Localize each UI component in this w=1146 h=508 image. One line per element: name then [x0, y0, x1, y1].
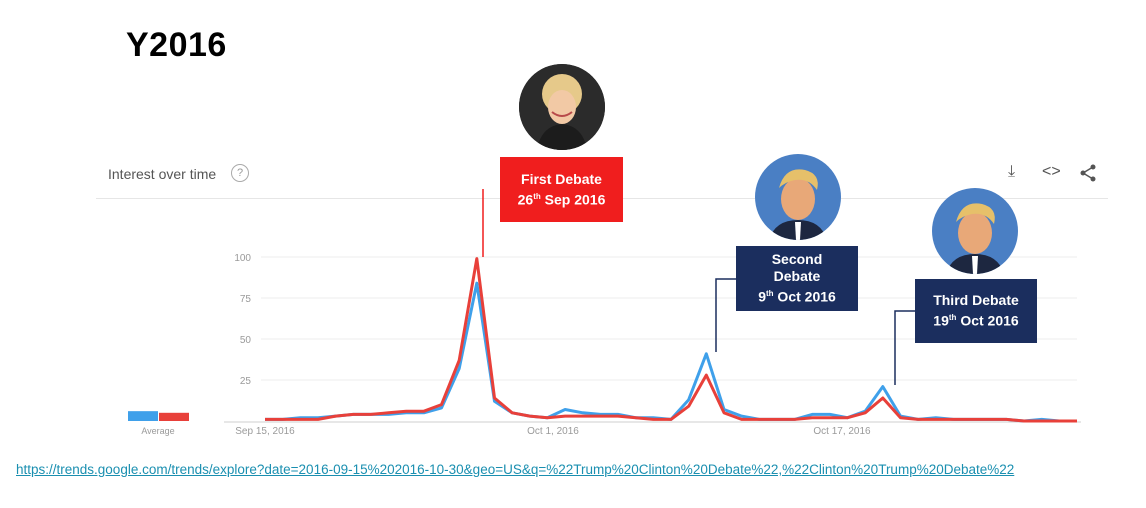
x-tick-label: Oct 1, 2016: [527, 426, 579, 437]
second-debate-day: 9: [758, 288, 766, 305]
y-tick-label: 75: [240, 294, 252, 305]
x-tick-label: Oct 17, 2016: [813, 426, 871, 437]
third-debate-day: 19: [933, 312, 949, 329]
first-debate-day: 26: [517, 191, 534, 208]
page-title: Y2016: [126, 26, 227, 64]
third-debate-suffix: th: [948, 313, 957, 323]
first-debate-month: Sep 2016: [540, 191, 606, 208]
trump-avatar-second: [755, 154, 841, 240]
panel-title: Interest over time: [108, 166, 217, 182]
help-icon[interactable]: ?: [231, 164, 249, 182]
share-icon[interactable]: [1079, 164, 1097, 182]
series-line-2: [265, 257, 1077, 423]
third-debate-callout: Third Debate 19th Oct 2016: [915, 279, 1037, 343]
source-link[interactable]: https://trends.google.com/trends/explore…: [16, 462, 1015, 477]
annotation-leader-2: [715, 278, 736, 352]
x-tick-label: Sep 15, 2016: [235, 426, 295, 437]
second-debate-month: Oct 2016: [773, 288, 836, 305]
y-tick-label: 100: [234, 253, 251, 264]
annotation-leader-3: [894, 310, 915, 385]
clinton-avatar: [519, 64, 605, 150]
y-tick-label: 50: [240, 335, 252, 346]
third-debate-title: Third Debate: [933, 292, 1019, 309]
second-debate-suffix: th: [765, 289, 774, 299]
first-debate-suffix: th: [533, 191, 541, 201]
first-debate-title: First Debate: [521, 170, 602, 187]
y-tick-label: 25: [240, 376, 252, 387]
second-debate-title-1: Second: [771, 251, 823, 268]
average-bar-2: [159, 412, 189, 421]
average-label: Average: [141, 426, 174, 436]
second-debate-title-2: Debate: [773, 268, 821, 285]
trump-avatar-third: [932, 188, 1018, 274]
embed-icon[interactable]: <>: [1042, 163, 1061, 180]
third-debate-month: Oct 2016: [956, 312, 1019, 329]
average-bar-1: [128, 411, 158, 421]
first-debate-callout: First Debate 26th Sep 2016: [500, 157, 623, 222]
download-icon[interactable]: ⤓: [1008, 163, 1016, 180]
second-debate-callout: Second Debate 9th Oct 2016: [736, 246, 858, 311]
